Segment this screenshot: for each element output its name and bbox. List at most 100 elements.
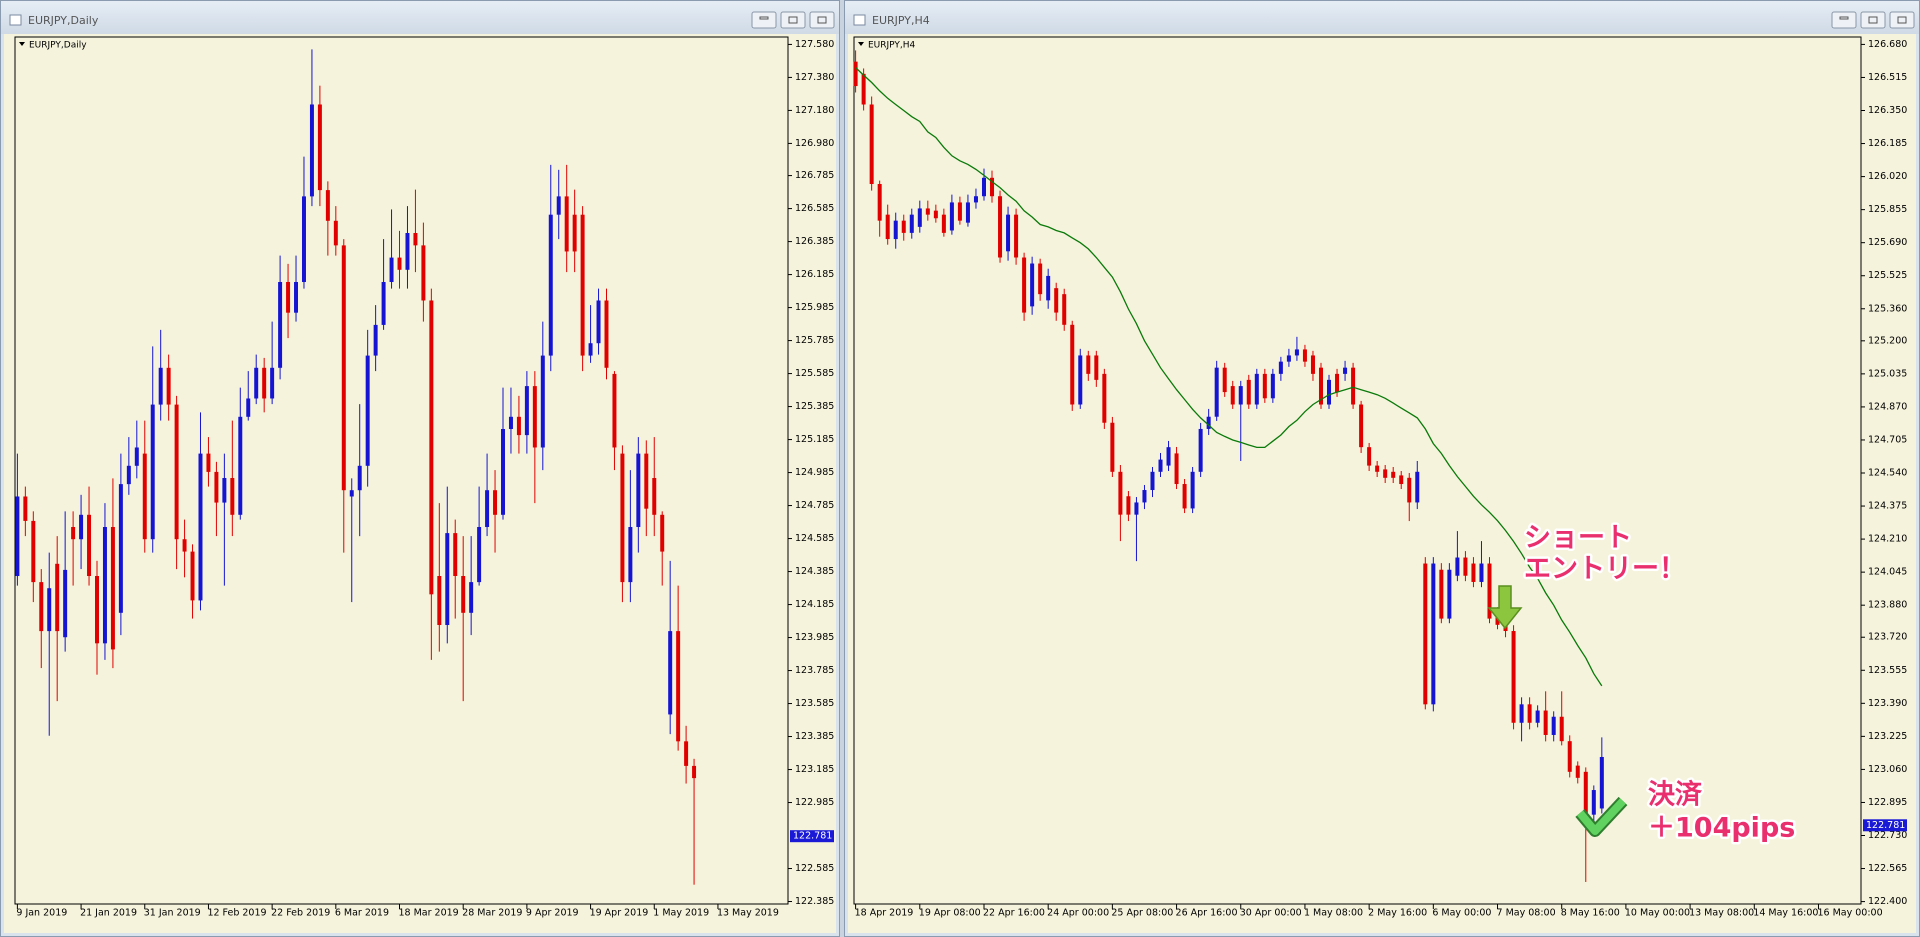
window-button[interactable] [751, 11, 777, 29]
y-tick-label: 124.540 [1868, 468, 1907, 479]
candle-body [1583, 771, 1588, 815]
x-tick-label: 26 Apr 16:00 [1176, 908, 1238, 919]
candle-body [1230, 386, 1235, 405]
candle-body [516, 416, 521, 436]
candle-body [270, 367, 275, 399]
candle-body [79, 514, 84, 540]
y-tick-label: 126.350 [1868, 105, 1907, 116]
y-tick-label: 127.580 [795, 39, 834, 50]
window-button[interactable] [1831, 11, 1857, 29]
candle-body [1318, 367, 1323, 405]
y-tick-label: 122.385 [795, 896, 834, 907]
y-tick-label: 122.585 [795, 863, 834, 874]
candle-body [118, 484, 123, 613]
button-glyph [1868, 16, 1878, 24]
candle-body [365, 355, 370, 466]
candle-body [493, 490, 498, 515]
candle-body [853, 61, 858, 87]
candle-body [349, 490, 354, 497]
plot-border [14, 36, 789, 905]
candle-body [1030, 263, 1035, 307]
x-tick-label: 19 Apr 2019 [590, 908, 649, 919]
candle-body [1182, 484, 1187, 509]
chart-label: EURJPY,Daily [29, 41, 87, 51]
window-button[interactable] [1889, 11, 1915, 29]
candle-body [39, 582, 44, 632]
candle-body [1455, 557, 1460, 576]
candle-body [885, 214, 890, 240]
candle-body [1302, 349, 1307, 362]
x-tick-label: 8 May 16:00 [1561, 908, 1620, 919]
label-marker [858, 42, 864, 46]
candle-body [1078, 355, 1083, 405]
candle-body [965, 202, 970, 223]
x-tick-label: 19 Apr 08:00 [919, 908, 981, 919]
x-tick-label: 13 May 2019 [717, 908, 779, 919]
candle-body [1038, 263, 1043, 295]
x-tick-label: 31 Jan 2019 [144, 908, 201, 919]
y-tick-label: 124.870 [1868, 401, 1907, 412]
candle-body [1399, 475, 1404, 485]
candle-body [1391, 471, 1396, 478]
x-tick-label: 28 Mar 2019 [462, 908, 522, 919]
candle-body [1150, 471, 1155, 491]
candle-body [580, 214, 585, 356]
candle-body [1190, 471, 1195, 509]
candle-body [1407, 477, 1412, 503]
y-tick-label: 124.375 [1868, 501, 1907, 512]
candle-body [429, 300, 434, 595]
candle-body [917, 208, 922, 227]
candle-body [877, 184, 882, 221]
candle-body [1375, 465, 1380, 472]
candle-body [869, 104, 874, 185]
candle-body [214, 471, 219, 503]
chart-label: EURJPY,H4 [868, 41, 916, 51]
window-button[interactable] [809, 11, 835, 29]
candle-body [222, 478, 227, 503]
candle-body [620, 453, 625, 583]
x-tick-label: 10 May 00:00 [1625, 908, 1690, 919]
candle-body [556, 196, 561, 215]
x-tick-label: 16 May 00:00 [1817, 908, 1882, 919]
candle-body [1383, 469, 1388, 478]
candle-body [254, 367, 259, 399]
x-tick-label: 22 Feb 2019 [271, 908, 330, 919]
candle-body [564, 196, 569, 252]
candle-body [572, 214, 577, 252]
candle-body [1519, 704, 1524, 723]
candle-body [1575, 765, 1580, 778]
candle-body [1310, 355, 1315, 374]
candle-body [1527, 704, 1532, 723]
x-tick-label: 1 May 2019 [653, 908, 709, 919]
y-tick-label: 124.185 [795, 599, 834, 610]
window-button[interactable] [1860, 11, 1886, 29]
y-tick-label: 125.035 [1868, 368, 1907, 379]
candle-body [341, 245, 346, 491]
y-tick-label: 125.585 [795, 368, 834, 379]
candle-body [676, 631, 681, 742]
candle-body [957, 202, 962, 221]
x-tick-label: 21 Jan 2019 [80, 908, 137, 919]
candle-body [990, 177, 995, 197]
chart-area [848, 34, 1916, 933]
y-tick-label: 123.060 [1868, 764, 1907, 775]
window-button[interactable] [780, 11, 806, 29]
candle-body [55, 563, 60, 632]
candle-body [1142, 490, 1147, 503]
candle-body [1206, 416, 1211, 429]
candle-body [357, 465, 362, 491]
candle-body [142, 453, 147, 540]
window-title: EURJPY,Daily [28, 14, 99, 27]
candle-body [230, 478, 235, 515]
y-tick-label: 125.525 [1868, 270, 1907, 281]
candle-body [668, 631, 673, 715]
candle-body [548, 214, 553, 356]
candle-body [1551, 716, 1556, 735]
candle-body [333, 220, 338, 246]
candle-body [246, 398, 251, 417]
y-tick-label: 123.720 [1868, 632, 1907, 643]
y-tick-label: 126.385 [795, 236, 834, 247]
y-tick-label: 123.555 [1868, 665, 1907, 676]
y-tick-label: 125.360 [1868, 303, 1907, 314]
candle-body [110, 527, 115, 650]
